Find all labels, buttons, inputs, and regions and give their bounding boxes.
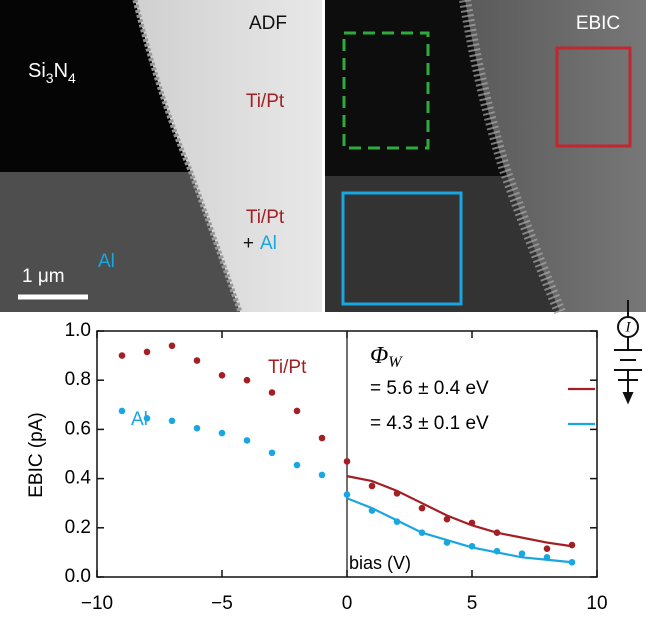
image-label: EBIC (576, 13, 620, 34)
data-point (343, 458, 351, 465)
data-point (443, 515, 451, 523)
data-point (143, 415, 151, 422)
x-tick-label: −5 (211, 593, 233, 614)
data-point (218, 371, 226, 379)
region-label: Ti/Pt (246, 91, 285, 112)
y-tick-label: 0.6 (65, 418, 91, 439)
adf-image (0, 0, 322, 313)
data-point (368, 482, 376, 490)
data-point (168, 342, 176, 350)
legend-label: = 5.6 ± 0.4 eV (370, 378, 489, 399)
data-point (218, 429, 226, 437)
region-label: + (243, 233, 254, 254)
region-label: Ti/Pt (246, 207, 285, 228)
y-tick-label: 0.0 (65, 566, 91, 587)
x-tick-label: 0 (342, 593, 353, 614)
legend-title: ΦW (370, 343, 403, 371)
annotation: bias (V) (349, 553, 411, 573)
scale-label: 1 μm (22, 266, 65, 287)
text: 4 (68, 70, 76, 86)
y-tick-label: 0.4 (65, 468, 92, 489)
data-point (418, 504, 426, 512)
ebic-image (325, 0, 646, 315)
legend-label: = 4.3 ± 0.1 eV (370, 413, 489, 434)
region-label: Al (260, 233, 277, 254)
text: N (54, 60, 68, 82)
text: W (388, 354, 403, 371)
x-tick-label: −10 (81, 593, 113, 614)
text: 3 (46, 70, 54, 86)
data-point (193, 424, 201, 432)
text: Si (28, 60, 46, 82)
y-tick-label: 0.8 (65, 369, 91, 390)
data-point (293, 461, 301, 469)
x-tick-label: 10 (586, 593, 607, 614)
data-point (268, 449, 276, 457)
data-point (318, 434, 326, 442)
series-label: Ti/Pt (268, 357, 307, 378)
y-tick-label: 1.0 (65, 320, 91, 341)
data-point (518, 550, 526, 557)
data-point (118, 352, 126, 359)
material-label: Si3N4 (28, 60, 76, 85)
data-point (168, 417, 176, 425)
data-point (318, 471, 326, 479)
fit-line (346, 497, 573, 564)
circuit-label: I (625, 319, 632, 335)
series-label: Al (131, 409, 148, 430)
fit-line (346, 475, 573, 548)
region-label: Al (98, 251, 115, 272)
data-point (343, 491, 351, 498)
data-point (243, 437, 251, 444)
data-point (543, 545, 551, 553)
data-point (143, 348, 151, 356)
text: Φ (370, 343, 388, 369)
y-axis-label: EBIC (pA) (26, 412, 47, 498)
image-label: ADF (249, 13, 287, 34)
circuit-symbol (614, 300, 642, 405)
data-point (118, 407, 126, 415)
data-point (193, 357, 201, 364)
x-tick-label: 5 (467, 593, 478, 614)
data-point (293, 407, 301, 415)
y-tick-label: 0.2 (65, 517, 91, 538)
data-point (243, 376, 251, 384)
data-point (268, 389, 276, 396)
